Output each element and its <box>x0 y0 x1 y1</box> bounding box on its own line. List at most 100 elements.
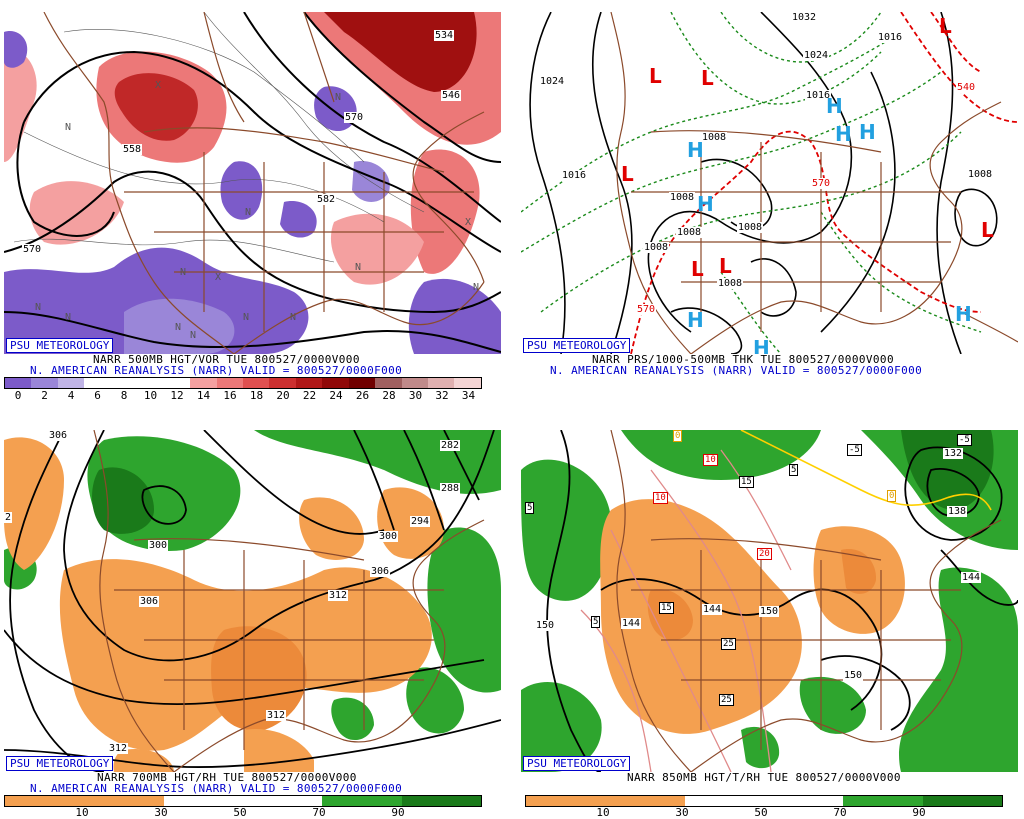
colorbar-tick-label: 10 <box>75 806 89 819</box>
low-center: L <box>981 218 994 242</box>
vort-mark: N <box>355 262 362 273</box>
colorbar-tick-label: 30 <box>675 806 689 819</box>
vorticity-positive-core <box>114 73 198 141</box>
colorbar-tick-label: 50 <box>233 806 247 819</box>
isobar-label: 1008 <box>737 222 764 233</box>
height-contours <box>4 430 501 772</box>
thickness-cold <box>521 12 982 354</box>
height-label: 306 <box>139 596 160 607</box>
colorbar-swatch <box>31 378 58 388</box>
height-label: 144 <box>961 572 982 583</box>
vort-mark: N <box>335 92 342 103</box>
vorticity-negative-area <box>220 161 263 220</box>
vort-mark: N <box>35 302 42 313</box>
rh-moist-areas <box>4 430 501 741</box>
contour-label-558: 558 <box>122 144 143 155</box>
colorbar-tick-label: 90 <box>391 806 405 819</box>
vort-mark: N <box>243 312 250 323</box>
height-label: 150 <box>535 620 556 631</box>
colorbar-tick-label: 32 <box>435 389 449 402</box>
colorbar-tick-label: 4 <box>67 389 75 402</box>
colorbar-swatch <box>110 378 138 388</box>
contour-label-534: 534 <box>434 30 455 41</box>
colorbar-tick-label: 70 <box>833 806 847 819</box>
temperature-label: 5 <box>789 464 799 476</box>
height-label: 144 <box>702 604 723 615</box>
isobar-label: 1016 <box>805 90 832 101</box>
colorbar-tick-label: 12 <box>170 389 184 402</box>
map-700mb <box>4 430 501 772</box>
colorbar-swatch <box>242 378 270 388</box>
colorbar-tick-label: 50 <box>754 806 768 819</box>
high-center: H <box>955 302 972 326</box>
panel2-caption-line1: NARR PRS/1000-500MB THK TUE 800527/0000V… <box>592 353 894 366</box>
height-label: 306 <box>48 430 69 441</box>
height-label: 150 <box>759 606 780 617</box>
colorbar-tick-label: 90 <box>912 806 926 819</box>
map-500mb <box>4 12 501 354</box>
vorticity-positive-area <box>410 149 480 274</box>
vort-mark: N <box>180 267 187 278</box>
colorbar-swatch <box>375 378 402 388</box>
isobar-label: 1032 <box>791 12 818 23</box>
vorticity-positive-area <box>330 213 424 285</box>
colorbar-tick-label: 10 <box>143 389 158 402</box>
isobar-label: 1008 <box>676 227 703 238</box>
temperature-label: 5 <box>591 616 601 628</box>
height-label: 312 <box>266 710 287 721</box>
vorticity-negative-area <box>280 201 317 238</box>
panel-700mb-hgt-rh: 306 300 306 312 282 288 294 300 306 312 … <box>4 430 501 772</box>
high-center: H <box>835 122 852 146</box>
colorbar-tick-label: 26 <box>355 389 370 402</box>
colorbar-tick-label: 22 <box>302 389 317 402</box>
height-label: 144 <box>621 618 642 629</box>
temperature-label: 10 <box>703 454 718 466</box>
panel1-caption-line2: N. AMERICAN REANALYSIS (NARR) VALID = 80… <box>30 364 403 377</box>
temperature-label: -5 <box>957 434 972 446</box>
map-pressure <box>521 12 1018 354</box>
rh-colorbar-labels: 10 30 50 70 90 <box>4 807 480 819</box>
height-label: 2 <box>4 512 13 523</box>
isobar-label: 1008 <box>967 169 994 180</box>
high-center: H <box>859 120 876 144</box>
isobar-label: 1008 <box>669 192 696 203</box>
psu-meteorology-badge: PSU METEOROLOGY <box>6 756 114 771</box>
colorbar-swatch <box>269 378 296 388</box>
colorbar-swatch <box>401 378 428 388</box>
panel2-caption-line2: N. AMERICAN REANALYSIS (NARR) VALID = 80… <box>550 364 923 377</box>
height-label: 282 <box>440 440 461 451</box>
temperature-label: 5 <box>525 502 535 514</box>
colorbar-swatch <box>137 378 164 388</box>
high-center: H <box>753 336 770 354</box>
vorticity-positive-area <box>4 50 37 162</box>
vorticity-positive-area <box>29 181 124 245</box>
psu-meteorology-badge: PSU METEOROLOGY <box>6 338 114 353</box>
low-center: L <box>701 66 714 90</box>
map-850mb <box>521 430 1018 772</box>
high-center: H <box>687 308 704 332</box>
colorbar-tick-label: 14 <box>196 389 211 402</box>
colorbar-tick-label: 70 <box>312 806 326 819</box>
colorbar-tick-label: 18 <box>249 389 264 402</box>
height-label: 288 <box>440 483 461 494</box>
colorbar-tick-label: 34 <box>461 389 476 402</box>
colorbar-tick-label: 16 <box>223 389 237 402</box>
temperature-label: 0 <box>673 430 683 442</box>
colorbar-swatch <box>57 378 85 388</box>
height-label: 150 <box>843 670 864 681</box>
temperature-label: 10 <box>653 492 668 504</box>
panel3-caption-line2: N. AMERICAN REANALYSIS (NARR) VALID = 80… <box>30 782 403 795</box>
vort-mark: X <box>215 272 222 283</box>
high-center: H <box>697 192 714 216</box>
colorbar-swatch <box>5 378 32 388</box>
rh-moist-areas <box>521 430 1018 772</box>
isobar-label: 1024 <box>803 50 830 61</box>
colorbar-swatch <box>454 378 481 388</box>
temperature-label: 20 <box>757 548 772 560</box>
rh-colorbar <box>4 795 482 807</box>
height-label: 138 <box>947 506 968 517</box>
vorticity-negative-area <box>408 278 501 354</box>
colorbar-tick-label: 30 <box>154 806 168 819</box>
rh-colorbar-labels: 10 30 50 70 90 <box>525 807 1001 819</box>
vort-mark: N <box>65 312 72 323</box>
